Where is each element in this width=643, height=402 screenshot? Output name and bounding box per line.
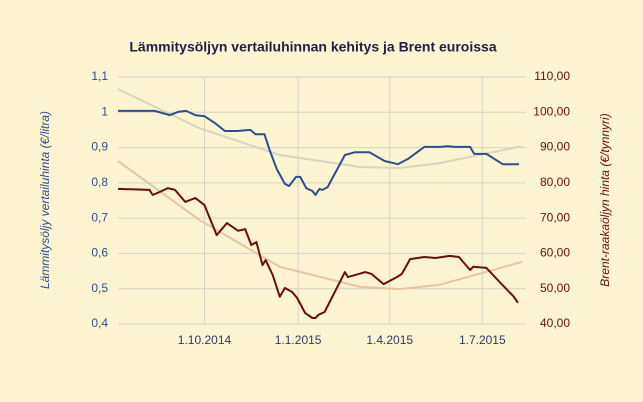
x-tick-label: 1.1.2015 <box>275 333 322 347</box>
y-axis-title: Lämmitysöljy vertailuhinta (€/litra) <box>38 111 52 289</box>
chart-title: Lämmitysöljyn vertailuhinnan kehitys ja … <box>129 39 496 55</box>
y-tick-label: 1 <box>101 104 108 118</box>
y-tick-label: 0,7 <box>91 210 108 224</box>
y2-tick-label: 40,00 <box>540 316 570 330</box>
y2-tick-label: 60,00 <box>540 246 570 260</box>
y2-tick-label: 70,00 <box>540 210 570 224</box>
y-tick-label: 0,9 <box>91 140 108 154</box>
y2-tick-label: 110,00 <box>534 69 570 83</box>
y-tick-label: 0,4 <box>91 316 108 330</box>
series-line <box>117 160 523 291</box>
series-line <box>117 88 523 169</box>
x-tick-label: 1.7.2015 <box>459 333 506 347</box>
x-tick-label: 1.4.2015 <box>366 333 413 347</box>
series-line <box>118 109 519 196</box>
series-line <box>117 187 519 319</box>
y-tick-label: 1,1 <box>91 69 108 83</box>
y-tick-label: 0,6 <box>91 246 108 260</box>
y2-tick-label: 50,00 <box>540 281 570 295</box>
y-tick-label: 0,5 <box>91 281 108 295</box>
y-tick-label: 0,8 <box>91 175 108 189</box>
x-tick-label: 1.10.2014 <box>178 333 232 347</box>
y2-tick-label: 90,00 <box>540 140 570 154</box>
y2-tick-label: 80,00 <box>540 175 570 189</box>
y2-axis-title: Brent-raakaöljyn hinta (€/tynnyri) <box>598 113 612 286</box>
y2-tick-label: 100,00 <box>533 104 570 118</box>
